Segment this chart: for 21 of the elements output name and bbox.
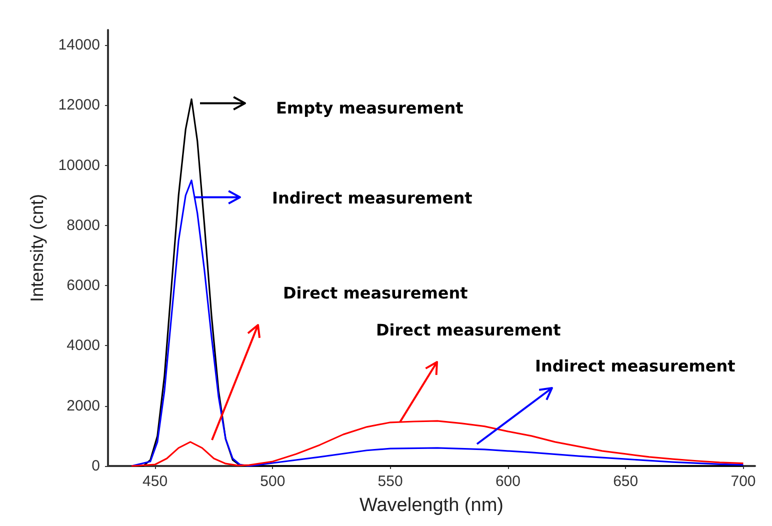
annotation: Empty measurement (276, 98, 464, 118)
y-axis-title: Intensity (cnt) (27, 194, 47, 302)
y-tick-label: 10000 (58, 156, 100, 174)
y-tick-label: 12000 (58, 96, 100, 114)
x-axis-title: Wavelength (nm) (360, 495, 504, 516)
y-tick-label: 0 (92, 458, 100, 474)
y-tick-label: 4000 (66, 337, 100, 354)
x-tick-label: 550 (378, 473, 403, 490)
x-tick-label: 700 (730, 473, 756, 490)
annotation: Indirect measurement (272, 188, 472, 208)
x-tick-label: 600 (495, 473, 520, 490)
y-tick-label: 14000 (58, 36, 100, 54)
y-tick-label: 6000 (66, 277, 100, 294)
y-tick-label: 8000 (66, 216, 100, 234)
annotation: Indirect measurement (535, 356, 736, 376)
x-tick-label: 500 (260, 473, 286, 490)
annotation: Direct measurement (283, 284, 468, 302)
y-tick-label: 2000 (66, 397, 100, 414)
x-tick-label: 650 (613, 473, 638, 490)
annotation: Direct measurement (376, 320, 561, 340)
x-tick-label: 450 (142, 473, 168, 490)
